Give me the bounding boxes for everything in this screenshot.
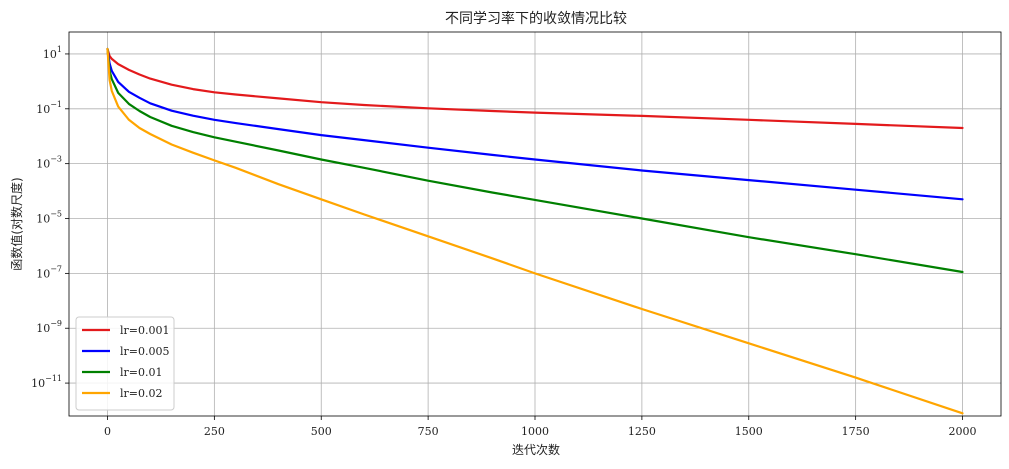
y-tick-exponent: −11 (45, 374, 62, 383)
legend: lr=0.001 lr=0.005 lr=0.01 lr=0.02 (75, 316, 175, 411)
y-tick-exponent: −1 (50, 100, 62, 109)
y-tick-exponent: −9 (50, 319, 62, 328)
y-tick-label: 10−1 (36, 100, 62, 116)
y-tick-exponent: −7 (50, 264, 62, 273)
y-tick-label: 10−5 (36, 210, 62, 226)
series-line-2 (106, 47, 964, 274)
chart-title: 不同学习率下的收敛情况比较 (445, 10, 627, 27)
x-tick-label: 750 (418, 425, 439, 438)
x-tick-label: 0 (104, 425, 111, 438)
series-lines (106, 47, 964, 415)
series-line-1 (106, 47, 964, 201)
y-tick-base: 10 (36, 213, 50, 226)
y-tick-exponent: 1 (57, 45, 62, 54)
x-tick-label: 250 (204, 425, 225, 438)
grid-lines (69, 32, 1001, 416)
y-tick-base: 10 (43, 48, 57, 61)
series-line-0 (106, 47, 964, 130)
x-tick-label: 1250 (628, 425, 656, 438)
x-tick-label: 2000 (949, 425, 977, 438)
y-tick-label: 10−7 (36, 264, 62, 280)
legend-label: lr=0.001 (120, 324, 169, 337)
y-tick-label: 10−11 (31, 374, 62, 390)
series-line-3 (106, 47, 964, 415)
y-axis-label: 函数值(对数尺度) (9, 177, 24, 270)
y-tick-base: 10 (36, 322, 50, 335)
x-tick-label: 500 (311, 425, 332, 438)
legend-label: lr=0.02 (120, 387, 163, 400)
y-tick-base: 10 (36, 267, 50, 280)
x-axis-ticks: 0 250 500 750 1000 1250 1500 1750 2000 (104, 416, 977, 438)
x-tick-label: 1500 (735, 425, 763, 438)
legend-label: lr=0.01 (120, 366, 163, 379)
y-tick-base: 10 (36, 103, 50, 116)
legend-box (75, 316, 175, 411)
legend-label: lr=0.005 (120, 345, 169, 358)
y-tick-label: 10−9 (36, 319, 62, 335)
y-tick-label: 10−3 (36, 155, 62, 171)
y-tick-exponent: −5 (50, 210, 62, 219)
x-axis-label: 迭代次数 (512, 442, 560, 457)
y-tick-label: 101 (43, 45, 62, 61)
y-tick-base: 10 (36, 158, 50, 171)
x-tick-label: 1000 (521, 425, 549, 438)
y-tick-base: 10 (31, 377, 45, 390)
y-tick-exponent: −3 (50, 155, 62, 164)
x-tick-label: 1750 (842, 425, 870, 438)
